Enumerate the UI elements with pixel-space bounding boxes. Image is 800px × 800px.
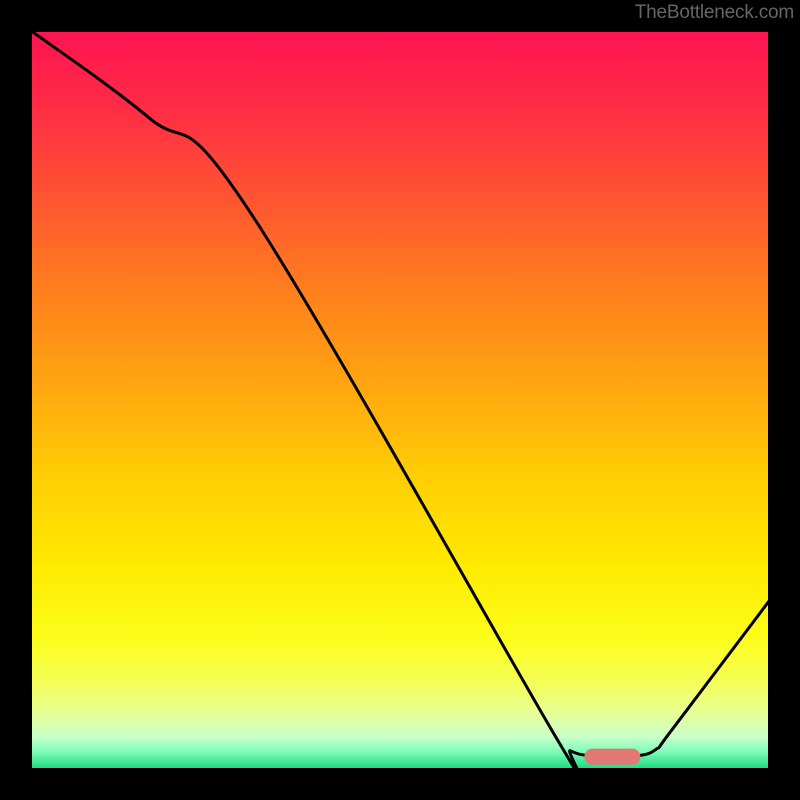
plot-background (30, 30, 770, 770)
chart-container: TheBottleneck.com (0, 0, 800, 800)
attribution-label: TheBottleneck.com (635, 2, 794, 24)
sweet-spot-marker (584, 749, 640, 765)
bottleneck-chart (0, 0, 800, 800)
